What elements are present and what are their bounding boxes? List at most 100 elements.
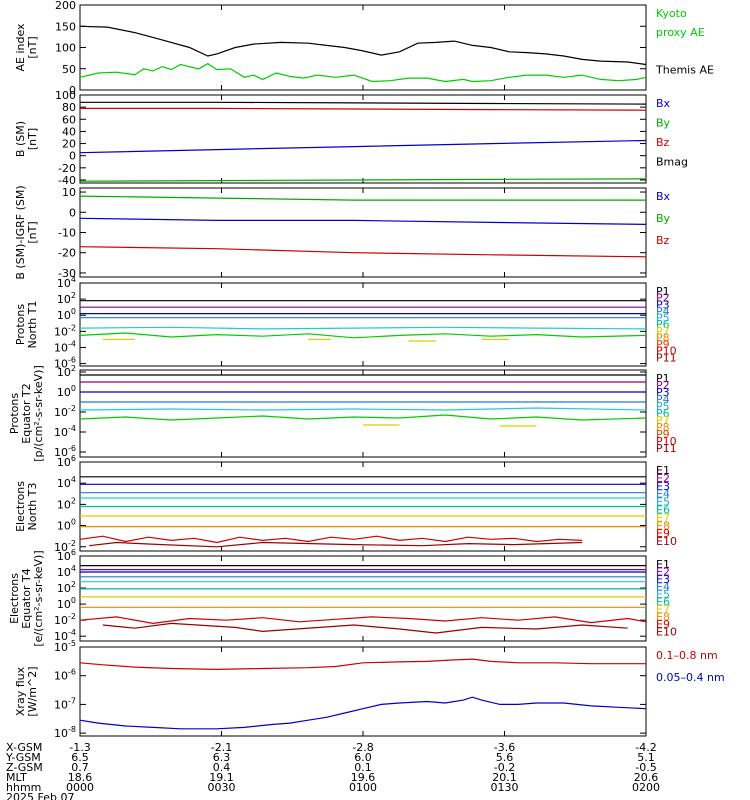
legend-entry: P2 bbox=[656, 379, 670, 392]
legend-entry: Kyoto bbox=[656, 7, 687, 20]
y-axis-label: AE index bbox=[14, 23, 27, 72]
legend-entry: 0.05–0.4 nm bbox=[656, 671, 725, 684]
series-line-ae-0 bbox=[79, 25, 647, 66]
y-tick-label: 20 bbox=[62, 138, 76, 151]
series-line-protons_t2-5 bbox=[79, 414, 647, 421]
y-tick-label: 80 bbox=[62, 101, 76, 114]
y-axis-label: B (SM)-IGRF (SM) bbox=[14, 185, 27, 279]
y-tick-label: 102 bbox=[57, 580, 76, 595]
series-line-xray-0 bbox=[79, 658, 646, 671]
y-axis-label: [W/m^2] bbox=[26, 666, 39, 716]
legend-entry: E8 bbox=[656, 519, 670, 532]
ephemeris-value: 19.6 bbox=[351, 771, 376, 784]
legend-entry: E5 bbox=[656, 588, 670, 601]
y-tick-label: 0 bbox=[69, 150, 76, 163]
legend-entry: P11 bbox=[656, 351, 677, 364]
legend-entry: P5 bbox=[656, 400, 670, 413]
y-tick-label: 100 bbox=[55, 42, 76, 55]
y-tick-label: 10-2 bbox=[54, 323, 76, 338]
ephemeris-value: 5.1 bbox=[637, 751, 655, 764]
legend-entry: P7 bbox=[656, 414, 670, 427]
y-tick-label: -20 bbox=[58, 247, 76, 260]
legend-entry: E3 bbox=[656, 573, 670, 586]
legend-entry: By bbox=[656, 212, 671, 225]
legend-entry: P6 bbox=[656, 407, 670, 420]
series-line-electrons_t3-7 bbox=[79, 535, 583, 544]
legend-entry: P11 bbox=[656, 442, 677, 455]
y-axis-label: North T3 bbox=[26, 483, 39, 531]
legend-entry: Bx bbox=[656, 97, 671, 110]
y-tick-label: 10-2 bbox=[54, 612, 76, 627]
y-tick-label: 102 bbox=[57, 291, 76, 306]
legend-entry: E4 bbox=[656, 581, 670, 594]
y-tick-label: 50 bbox=[62, 63, 76, 76]
y-tick-label: -20 bbox=[58, 162, 76, 175]
legend-entry: E1 bbox=[656, 558, 670, 571]
y-tick-label: 100 bbox=[57, 384, 76, 399]
y-tick-label: 104 bbox=[57, 564, 76, 579]
legend-entry: E1 bbox=[656, 464, 670, 477]
ephemeris-value: -4.2 bbox=[635, 741, 656, 754]
y-tick-label: 100 bbox=[57, 596, 76, 611]
ephemeris-value: 19.1 bbox=[209, 771, 234, 784]
y-axis-label: Equator T4 bbox=[20, 568, 33, 628]
legend-entry: E6 bbox=[656, 596, 670, 609]
legend-entry: P4 bbox=[656, 393, 670, 406]
panel-frame bbox=[79, 369, 647, 458]
legend-entry: E6 bbox=[656, 504, 670, 517]
y-axis-label: [nT] bbox=[26, 128, 39, 150]
ephemeris-value: 6.3 bbox=[213, 751, 231, 764]
legend-entry: P8 bbox=[656, 331, 670, 344]
y-axis-label: Protons bbox=[8, 393, 21, 434]
y-tick-label: 150 bbox=[55, 20, 76, 33]
ephemeris-value: 0000 bbox=[66, 781, 94, 794]
ephemeris-value: 0100 bbox=[349, 781, 377, 794]
legend-entry: E7 bbox=[656, 603, 670, 616]
y-axis-label: [p/(cm²-s-sr-keV)] bbox=[32, 365, 45, 462]
legend-entry: E8 bbox=[656, 611, 670, 624]
legend-entry: E4 bbox=[656, 488, 670, 501]
y-tick-label: 10-7 bbox=[54, 696, 76, 711]
y-tick-label: 200 bbox=[55, 0, 76, 12]
legend-entry: P3 bbox=[656, 298, 670, 311]
ephemeris-value: 0.1 bbox=[354, 761, 372, 774]
y-tick-label: 0 bbox=[69, 206, 76, 219]
panel-frame bbox=[79, 646, 647, 737]
legend-entry: P8 bbox=[656, 421, 670, 434]
ephemeris-value: -3.6 bbox=[494, 741, 515, 754]
y-tick-label: -30 bbox=[58, 267, 76, 280]
ephemeris-value: -0.2 bbox=[494, 761, 515, 774]
y-axis-label: Electrons bbox=[8, 573, 21, 624]
series-line-bigrf-1 bbox=[79, 217, 647, 225]
panel-frame bbox=[79, 187, 647, 278]
legend-entry: P9 bbox=[656, 428, 670, 441]
legend-entry: proxy AE bbox=[656, 26, 705, 39]
legend-entry: E10 bbox=[656, 626, 677, 639]
ephemeris-value: 0200 bbox=[632, 781, 660, 794]
ephemeris-value: 20.1 bbox=[492, 771, 517, 784]
y-axis-label: Xray flux bbox=[14, 666, 27, 716]
ephemeris-row-label: Y-GSM bbox=[5, 751, 41, 764]
y-tick-label: 100 bbox=[57, 518, 76, 533]
legend-entry: E9 bbox=[656, 618, 670, 631]
y-axis-label: Equator T2 bbox=[20, 383, 33, 443]
y-tick-label: 10-2 bbox=[54, 404, 76, 419]
ephemeris-value: 18.6 bbox=[68, 771, 93, 784]
series-line-protons_t1-5 bbox=[79, 332, 647, 339]
ephemeris-value: -1.3 bbox=[69, 741, 90, 754]
series-line-xray-1 bbox=[79, 696, 647, 730]
legend-entry: P1 bbox=[656, 372, 670, 385]
legend-entry: Themis AE bbox=[655, 63, 714, 76]
y-tick-label: -40 bbox=[58, 174, 76, 187]
y-tick-label: 40 bbox=[62, 125, 76, 138]
series-line-electrons_t3-8 bbox=[89, 541, 583, 548]
legend-entry: P1 bbox=[656, 285, 670, 298]
ephemeris-value: -2.8 bbox=[352, 741, 373, 754]
legend-entry: P3 bbox=[656, 386, 670, 399]
